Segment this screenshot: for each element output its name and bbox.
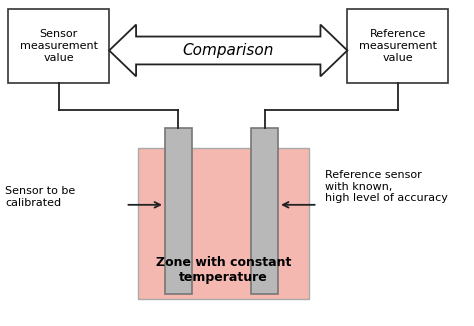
- Text: Zone with constant
temperature: Zone with constant temperature: [156, 256, 291, 284]
- FancyBboxPatch shape: [251, 128, 278, 294]
- FancyBboxPatch shape: [138, 148, 309, 299]
- Text: Reference sensor
with known,
high level of accuracy: Reference sensor with known, high level …: [325, 170, 448, 203]
- FancyBboxPatch shape: [9, 9, 109, 83]
- Text: Reference
measurement
value: Reference measurement value: [359, 29, 437, 63]
- Text: Sensor
measurement
value: Sensor measurement value: [20, 29, 98, 63]
- FancyBboxPatch shape: [347, 9, 448, 83]
- Text: Comparison: Comparison: [182, 43, 274, 58]
- FancyBboxPatch shape: [165, 128, 192, 294]
- Polygon shape: [109, 24, 347, 76]
- Text: Sensor to be
calibrated: Sensor to be calibrated: [6, 186, 76, 208]
